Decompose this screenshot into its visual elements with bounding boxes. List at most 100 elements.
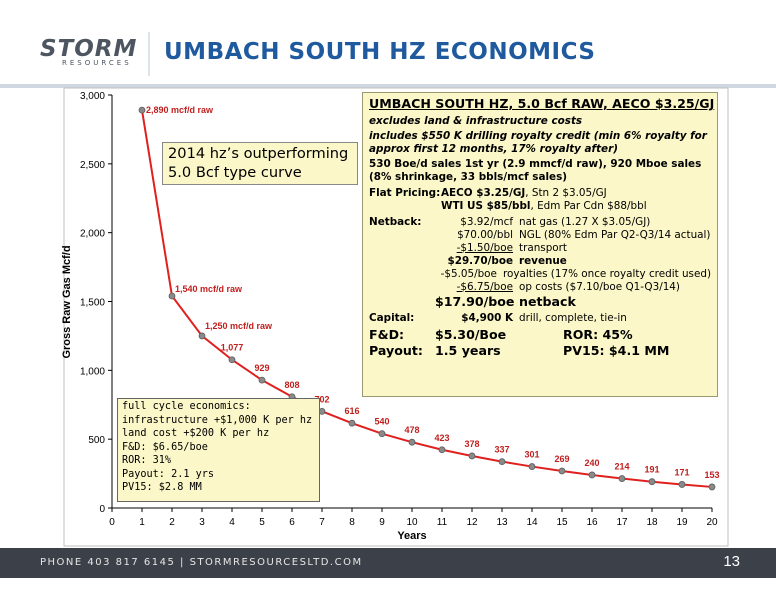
netback-row-6: $17.90/boe netback (369, 294, 711, 310)
data-point-marker (378, 430, 386, 438)
payout-row: Payout: 1.5 years PV15: $4.1 MM (369, 343, 711, 359)
data-label: 616 (344, 406, 359, 416)
sales-note: 530 Boe/d sales 1st yr (2.9 mmcf/d raw),… (369, 157, 702, 183)
netback-row-5: -$6.75/boe op costs ($7.10/boe Q1-Q3/14) (369, 281, 711, 294)
data-label: 191 (644, 465, 659, 475)
netback-row-2: -$1.50/boe transport (369, 242, 711, 255)
page-number: 13 (723, 553, 740, 570)
data-label: 378 (464, 439, 479, 449)
econ-line: full cycle economics: (122, 401, 251, 412)
data-point-marker (258, 376, 266, 384)
logo-sub-text: RESOURCES (62, 59, 132, 67)
data-point-marker (498, 458, 506, 466)
capital-desc: drill, complete, tie-in (519, 312, 627, 325)
netback-value: $29.70/boe (447, 254, 513, 267)
netback-desc: nat gas (1.27 X $3.05/GJ) (519, 215, 651, 228)
data-point-marker (438, 446, 446, 454)
netback-desc: NGL (80% Edm Par Q2-Q3/14 actual) (519, 228, 711, 241)
netback-desc: transport (519, 241, 568, 254)
data-label: 929 (254, 363, 269, 373)
netback-desc: op costs ($7.10/boe Q1-Q3/14) (519, 280, 680, 293)
netback-value: $17.90/boe (435, 293, 515, 309)
data-point-marker (468, 452, 476, 460)
callout-line-2: 5.0 Bcf type curve (168, 163, 302, 181)
x-tick-label: 12 (466, 517, 478, 528)
data-label: 702 (314, 394, 329, 404)
netback-value: -$1.50/boe (456, 241, 513, 254)
data-label: 1,250 mcf/d raw (205, 321, 273, 331)
data-label: 337 (494, 445, 509, 455)
econ-line: ROR: 31% (122, 455, 172, 467)
outperforming-callout: 2014 hz’s outperforming 5.0 Bcf type cur… (162, 142, 358, 185)
netback-row-0: Netback: $3.92/mcf nat gas (1.27 X $3.05… (369, 216, 711, 229)
x-tick-label: 6 (289, 517, 295, 528)
data-label: 269 (554, 454, 569, 464)
header: STORM RESOURCES UMBACH SOUTH HZ ECONOMIC… (0, 22, 776, 84)
x-tick-label: 20 (706, 517, 718, 528)
callout-line-1: 2014 hz’s outperforming (168, 145, 349, 162)
econ-line: land cost +$200 K per hz (122, 428, 270, 440)
data-label: 540 (374, 417, 389, 427)
econ-line: infrastructure +$1,000 K per hz (122, 414, 313, 426)
x-tick-label: 14 (526, 517, 538, 528)
data-point-marker (228, 356, 236, 364)
data-label: 423 (434, 433, 449, 443)
data-point-marker (138, 106, 146, 114)
data-label: 301 (524, 450, 539, 460)
data-point-marker (708, 483, 716, 491)
payout-value: 1.5 years (435, 343, 501, 359)
x-tick-label: 19 (676, 517, 688, 528)
x-tick-label: 18 (646, 517, 658, 528)
page-title: UMBACH SOUTH HZ ECONOMICS (164, 39, 596, 65)
y-tick-label: 2,000 (80, 229, 105, 240)
y-tick-label: 3,000 (80, 91, 105, 102)
data-label: 478 (404, 425, 419, 435)
wti-price: WTI US $85/bbl (441, 199, 531, 212)
footer-bar: PHONE 403 817 6145 | STORMRESOURCESLTD.C… (0, 548, 776, 578)
flat-pricing-label: Flat Pricing: (369, 186, 441, 199)
capital-row: Capital: $4,900 K drill, complete, tie-i… (369, 312, 711, 325)
x-tick-label: 0 (109, 517, 115, 528)
capital-label: Capital: (369, 312, 415, 325)
data-point-marker (558, 467, 566, 475)
data-point-marker (618, 475, 626, 482)
econ-line: Payout: 2.1 yrs (122, 468, 215, 480)
x-tick-label: 4 (229, 517, 235, 528)
data-label: 171 (674, 467, 689, 477)
capital-value: $4,900 K (461, 312, 513, 325)
x-tick-label: 13 (496, 517, 508, 528)
x-tick-label: 5 (259, 517, 265, 528)
fd-value: $5.30/Boe (435, 327, 507, 343)
netback-desc: netback (519, 293, 576, 309)
x-axis-title: Years (397, 530, 426, 542)
y-tick-label: 1,500 (80, 298, 105, 309)
x-tick-label: 3 (199, 517, 205, 528)
netback-desc: royalties (17% once royalty credit used) (502, 267, 711, 280)
netback-value: -$6.75/boe (456, 280, 513, 293)
title-bar: UMBACH SOUTH HZ ECONOMICS (148, 32, 776, 76)
flat-pricing-row-2: WTI US $85/bbl , Edm Par Cdn $88/bbl (369, 200, 711, 213)
x-tick-label: 8 (349, 517, 355, 528)
x-tick-label: 7 (319, 517, 325, 528)
data-point-marker (168, 292, 176, 300)
netback-label: Netback: (369, 215, 422, 228)
x-tick-label: 2 (169, 517, 175, 528)
edm-par-price: , Edm Par Cdn $88/bbl (530, 199, 647, 212)
footer-contact: PHONE 403 817 6145 | STORMRESOURCESLTD.C… (40, 557, 363, 568)
data-point-marker (678, 481, 686, 488)
logo-main-text: STORM (40, 36, 138, 62)
netback-row-4: -$5.05/boe royalties (17% once royalty c… (369, 268, 711, 281)
pv15-value: PV15: $4.1 MM (563, 343, 670, 359)
data-label: 214 (614, 462, 629, 472)
aeco-price: AECO $3.25/GJ (441, 186, 526, 199)
data-label: 1,077 (221, 343, 244, 353)
fd-row: F&D: $5.30/Boe ROR: 45% (369, 327, 711, 343)
decline-curve-line (141, 109, 713, 488)
netback-value: -$5.05/boe (440, 267, 497, 280)
economics-info-box: UMBACH SOUTH HZ, 5.0 Bcf RAW, AECO $3.25… (362, 92, 718, 397)
storm-logo: STORM RESOURCES (40, 36, 137, 67)
x-tick-label: 11 (437, 517, 448, 528)
full-cycle-economics-box: full cycle economics: infrastructure +$1… (117, 398, 320, 502)
payout-label: Payout: (369, 343, 423, 359)
data-label: 2,890 mcf/d raw (146, 105, 214, 115)
